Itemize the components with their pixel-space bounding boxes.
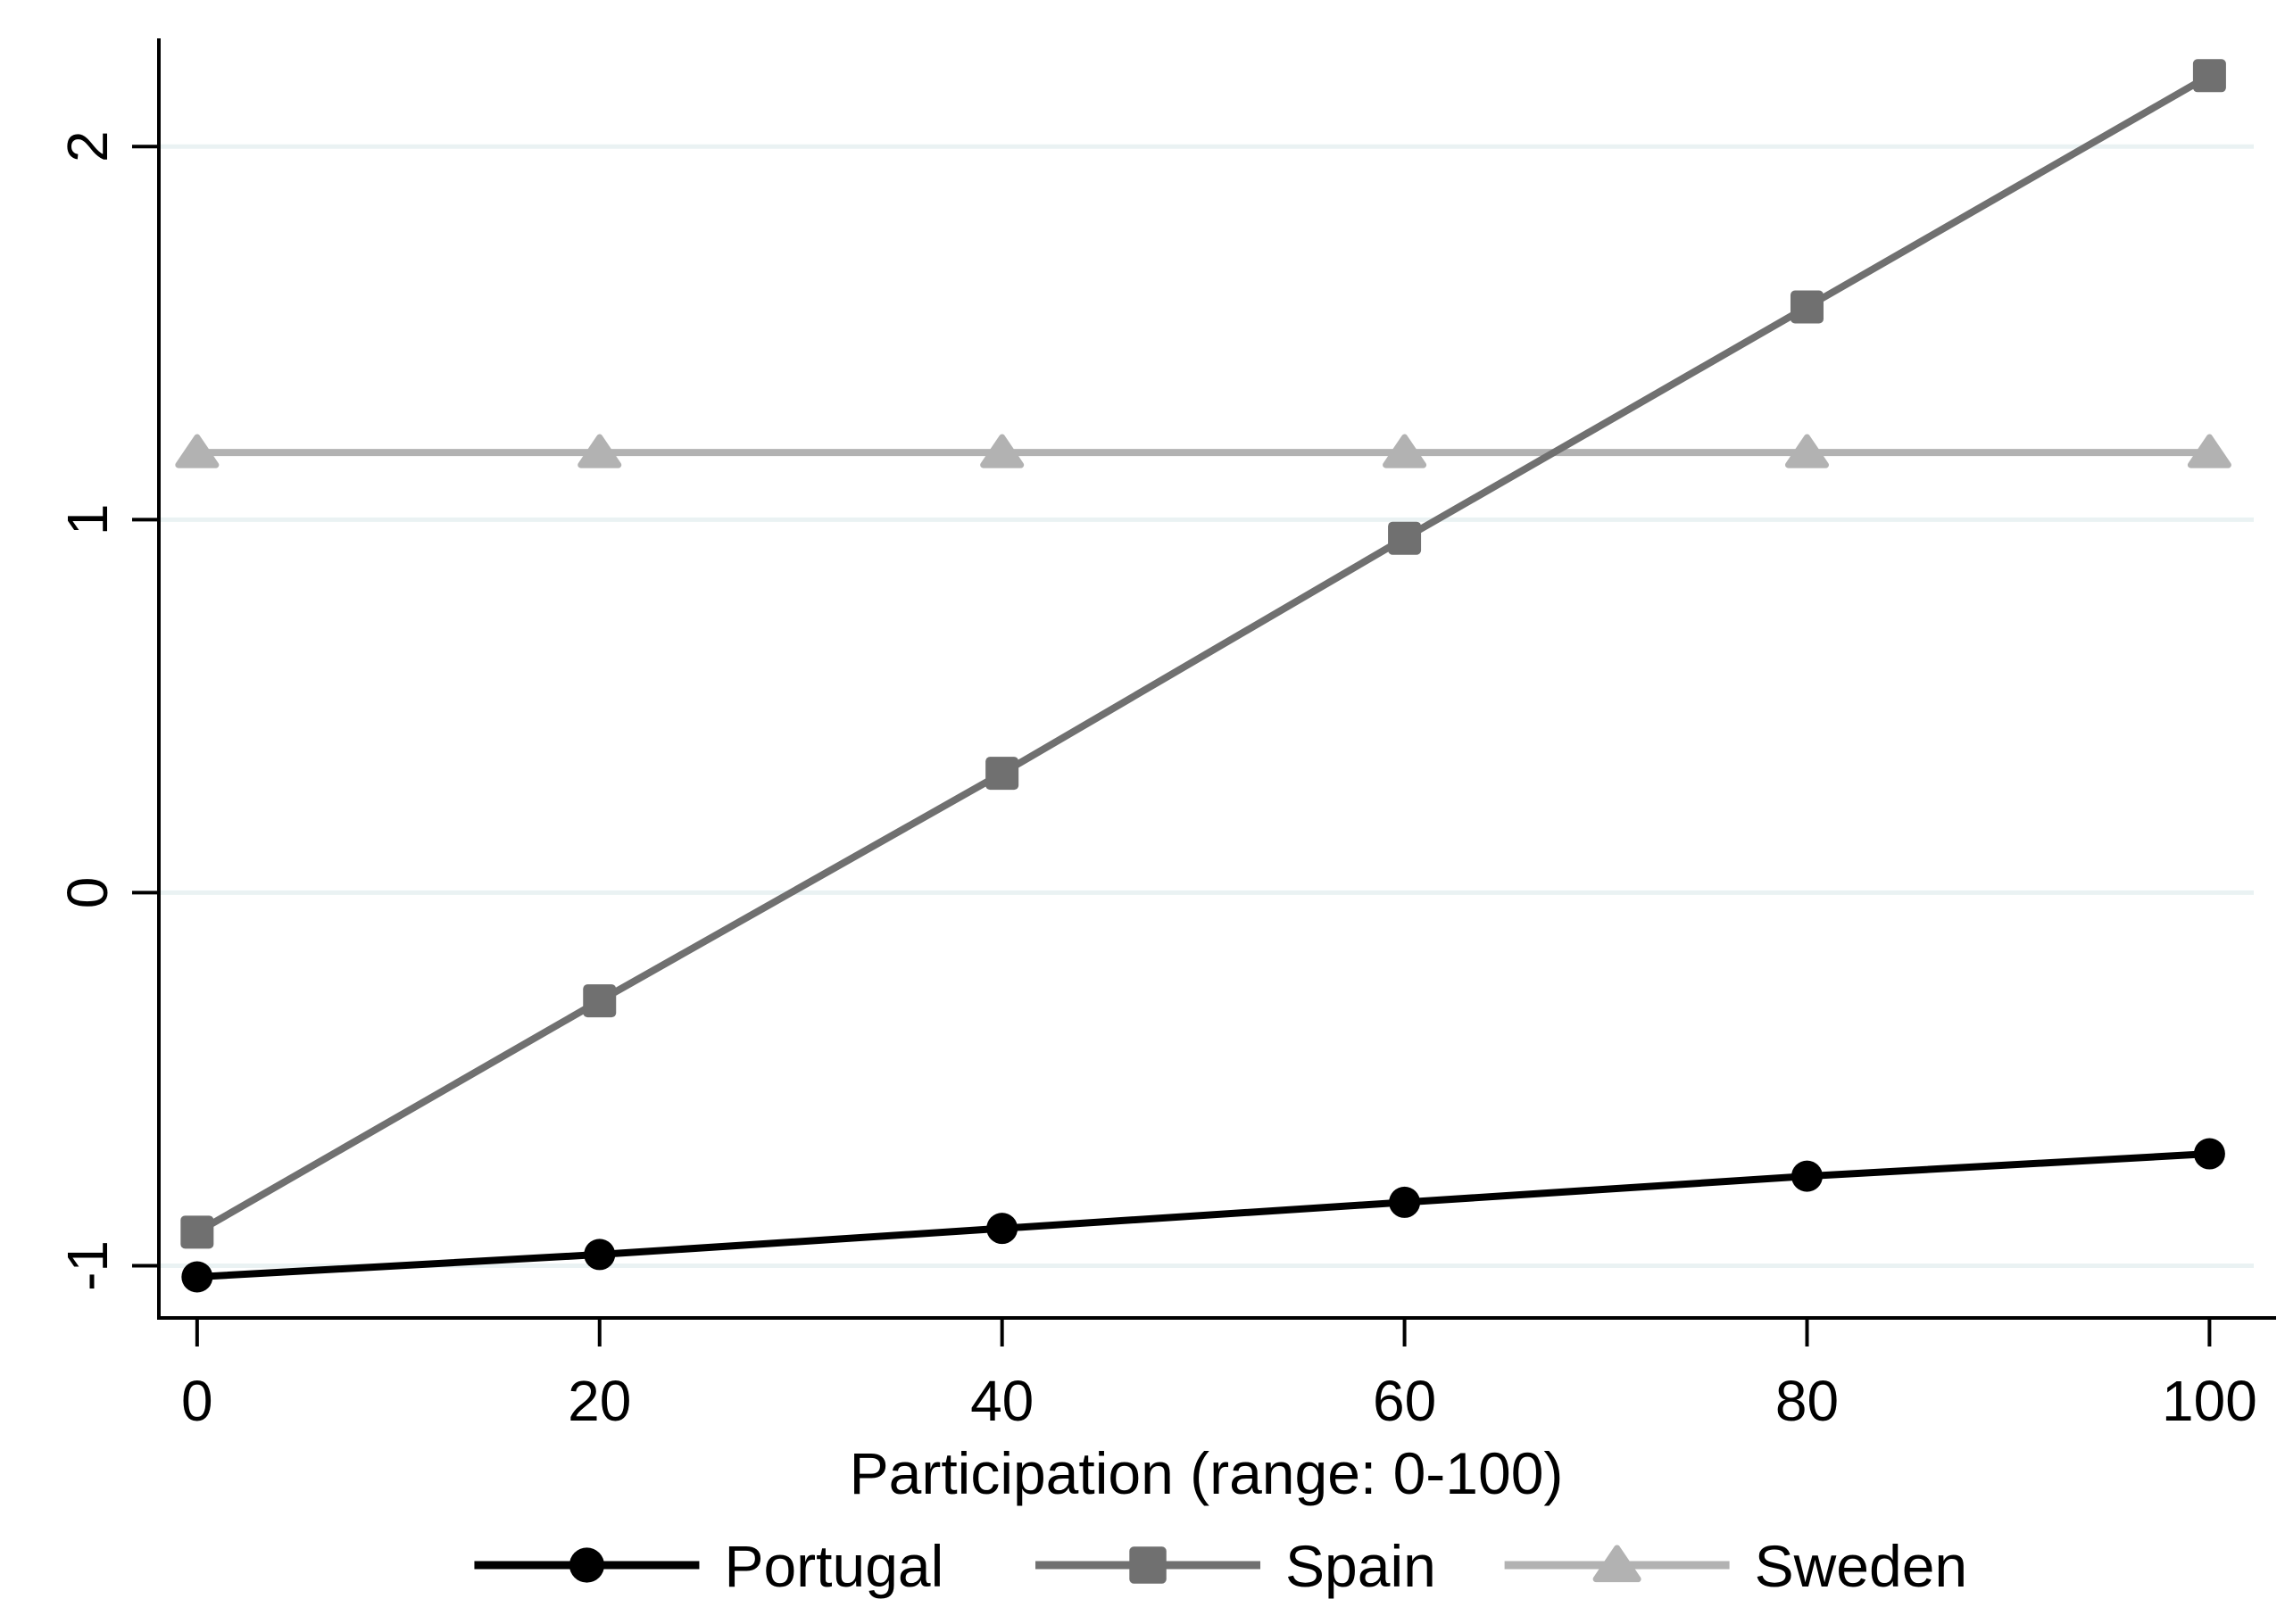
legend-marker-portugal (569, 1547, 605, 1583)
legend-item-sweden: Sweden (1504, 1533, 1968, 1599)
series-markers-portugal (181, 1138, 2225, 1293)
y-tick-label-0: 0 (55, 877, 120, 909)
marker-portugal-x60 (1389, 1186, 1421, 1218)
marker-portugal-x40 (986, 1213, 1018, 1245)
legend-marker-sweden (1592, 1545, 1641, 1583)
marker-spain-x40 (985, 757, 1019, 791)
series-markers-spain (180, 59, 2226, 1249)
legend: Portugal Spain Sweden (474, 1533, 1967, 1599)
y-tick-labels: -1 0 1 2 (55, 130, 120, 1290)
legend-label-spain: Spain (1285, 1533, 1436, 1599)
marker-portugal-x20 (584, 1239, 616, 1271)
marker-sweden-x100 (2187, 434, 2231, 468)
legend-marker-spain (1129, 1546, 1167, 1584)
series-line-portugal (196, 1150, 2210, 1281)
legend-item-spain: Spain (1035, 1533, 1436, 1599)
marker-spain-x60 (1388, 521, 1422, 555)
x-tick-label-0: 0 (181, 1369, 213, 1433)
series-markers-sweden (175, 434, 2231, 468)
marker-sweden-x40 (980, 434, 1025, 468)
marker-sweden-x0 (175, 434, 220, 468)
marker-spain-x100 (2192, 59, 2226, 93)
marker-portugal-x0 (181, 1261, 213, 1293)
x-axis-title-text: Participation (range: 0-100) (850, 1440, 1564, 1506)
series-line-spain (195, 72, 2212, 1236)
marker-spain-x0 (180, 1215, 214, 1249)
y-tick-label--1: -1 (55, 1240, 120, 1291)
x-axis-title: Participation (range: 0-100) (850, 1440, 1564, 1506)
marker-portugal-x100 (2193, 1138, 2225, 1170)
x-tick-label-40: 40 (970, 1369, 1034, 1433)
marker-sweden-x20 (577, 434, 622, 468)
x-tick-label-20: 20 (568, 1369, 631, 1433)
y-gridlines (161, 144, 2254, 1268)
marker-sweden-x60 (1383, 434, 1427, 468)
x-tick-label-80: 80 (1775, 1369, 1839, 1433)
marker-spain-x20 (583, 984, 617, 1018)
marker-portugal-x80 (1791, 1160, 1823, 1192)
legend-label-sweden: Sweden (1755, 1533, 1968, 1599)
x-tick-labels: 0 20 40 60 80 100 (181, 1369, 2257, 1433)
x-tick-label-100: 100 (2162, 1369, 2257, 1433)
marker-spain-x80 (1790, 290, 1824, 324)
legend-label-portugal: Portugal (724, 1533, 943, 1599)
tick-marks (132, 145, 2212, 1346)
y-tick-label-1: 1 (55, 504, 120, 536)
axes (157, 38, 2276, 1320)
marker-sweden-x80 (1784, 434, 1829, 468)
y-tick-label-2: 2 (55, 130, 120, 162)
series-layer (175, 59, 2231, 1293)
x-tick-label-60: 60 (1373, 1369, 1436, 1433)
legend-item-portugal: Portugal (474, 1533, 943, 1599)
